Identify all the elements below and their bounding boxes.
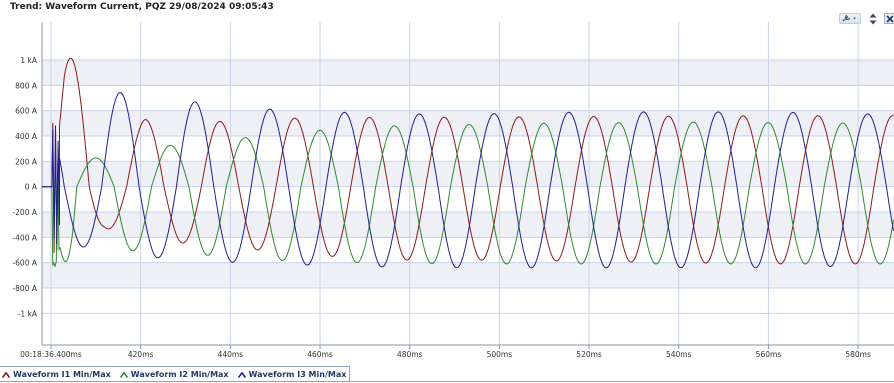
y-tick-label: -200 A <box>12 208 37 217</box>
caret-up-icon <box>2 371 10 378</box>
close-button[interactable] <box>884 13 894 24</box>
plot-gridlines <box>41 22 894 346</box>
chart-title: Trend: Waveform Current, PQZ 29/08/2024 … <box>10 2 274 12</box>
wrench-icon <box>842 14 856 22</box>
x-tick-label: 500ms <box>487 350 513 359</box>
x-tick-label: 520ms <box>576 350 602 359</box>
up-down-arrows-icon[interactable] <box>869 13 877 25</box>
y-tick-label: -600 A <box>12 259 37 268</box>
y-tick-label: 1 kA <box>20 56 37 65</box>
chart-legend: Waveform I1 Min/Max Waveform I2 Min/Max … <box>2 368 346 381</box>
x-tick-label: 580ms <box>845 350 871 359</box>
legend-label: Waveform I3 Min/Max <box>248 370 347 379</box>
series-layer <box>42 57 894 269</box>
grid-band <box>42 110 894 136</box>
y-tick-label: 200 A <box>15 157 38 166</box>
x-axis-ticks: 00:18:36.400ms 420ms 440ms 460ms 480ms 500ms 5… <box>20 345 871 359</box>
x-tick-label: 00:18:36.400ms <box>20 350 82 359</box>
y-tick-label: 800 A <box>15 81 38 90</box>
grid-band <box>42 161 894 187</box>
y-tick-label: -800 A <box>12 284 37 293</box>
grid-band <box>42 262 894 288</box>
legend-item-i1[interactable]: Waveform I1 Min/Max <box>2 370 111 379</box>
y-tick-label: 400 A <box>15 132 38 141</box>
legend-item-i3[interactable]: Waveform I3 Min/Max <box>237 370 347 379</box>
y-tick-label: -1 kA <box>18 309 38 318</box>
y-tick-label: -400 A <box>12 233 37 242</box>
y-tick-label: 0 A <box>25 183 38 192</box>
tool-dropdown-button[interactable] <box>839 13 861 24</box>
series-line-i1 <box>42 57 894 265</box>
plot-bands <box>42 60 894 288</box>
legend-label: Waveform I2 Min/Max <box>130 370 229 379</box>
chart-toolbar <box>839 12 894 25</box>
series-line-i3 <box>42 92 894 269</box>
x-tick-label: 480ms <box>397 350 423 359</box>
x-tick-label: 540ms <box>666 350 692 359</box>
legend-item-i2[interactable]: Waveform I2 Min/Max <box>119 370 229 379</box>
y-axis-ticks: 1 kA 800 A 600 A 400 A 200 A 0 A -200 A -400 A -… <box>12 56 37 318</box>
legend-label: Waveform I1 Min/Max <box>13 370 111 379</box>
caret-up-icon <box>237 371 246 378</box>
waveform-chart[interactable]: 1 kA 800 A 600 A 400 A 200 A 0 A -200 A -400 A -… <box>0 0 894 366</box>
series-line-i2 <box>42 121 894 267</box>
grid-band <box>42 60 894 86</box>
y-tick-label: 600 A <box>15 107 38 116</box>
x-tick-label: 420ms <box>128 350 154 359</box>
x-tick-label: 460ms <box>307 350 333 359</box>
caret-up-icon <box>119 371 128 378</box>
close-icon <box>885 14 894 23</box>
legend-frame <box>0 366 350 382</box>
legend-baseline <box>0 381 894 382</box>
x-tick-label: 560ms <box>756 350 782 359</box>
x-tick-label: 440ms <box>218 350 244 359</box>
